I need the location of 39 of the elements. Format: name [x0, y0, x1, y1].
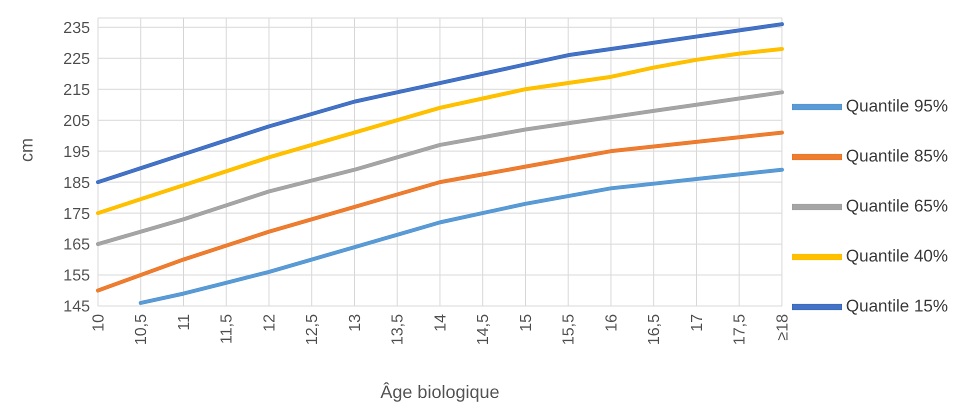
x-tick-label: 14: [432, 314, 450, 332]
x-tick-label: 16: [603, 314, 620, 332]
x-axis-title: Âge biologique: [380, 382, 500, 402]
legend-label: Quantile 65%: [846, 196, 948, 216]
y-tick-label: 165: [63, 236, 90, 254]
y-tick-label: 145: [63, 298, 90, 316]
x-tick-label: 10: [90, 314, 108, 332]
y-tick-label: 215: [63, 82, 90, 99]
x-tick-label: 17,5: [732, 314, 749, 346]
x-tick-label: 13: [346, 314, 364, 332]
y-tick-label: 205: [63, 112, 90, 130]
y-tick-label: 175: [63, 206, 90, 223]
line-series: [96, 22, 784, 184]
legend-label: Quantile 15%: [846, 296, 948, 316]
x-tick-label: 12: [261, 314, 278, 332]
line-series: [96, 90, 784, 246]
x-tick-label: 10,5: [133, 314, 150, 346]
legend-label: Quantile 85%: [846, 146, 948, 166]
y-tick-label: 235: [63, 20, 90, 37]
x-tick-label: 12,5: [304, 314, 322, 346]
line-series: [138, 168, 784, 305]
x-tick-label: 17: [688, 314, 706, 332]
x-tick-label: 11: [176, 314, 193, 331]
x-tick-label: 14,5: [475, 314, 492, 346]
x-tick-label: 16,5: [646, 314, 664, 346]
x-tick-label: 11,5: [218, 314, 236, 344]
y-tick-label: 225: [63, 50, 90, 68]
x-tick-label: 13,5: [390, 314, 407, 346]
x-tick-label: 15: [518, 314, 535, 332]
line-series: [96, 46, 784, 216]
legend-label: Quantile 40%: [846, 246, 948, 266]
x-tick-label: 15,5: [560, 314, 578, 346]
x-tick-label: ≥18: [774, 314, 792, 341]
y-tick-label: 195: [63, 144, 90, 161]
line-series: [96, 130, 784, 293]
legend-label: Quantile 95%: [846, 96, 948, 116]
y-tick-label: 155: [63, 268, 90, 285]
y-axis-title: cm: [16, 138, 36, 162]
y-tick-label: 185: [63, 174, 90, 192]
